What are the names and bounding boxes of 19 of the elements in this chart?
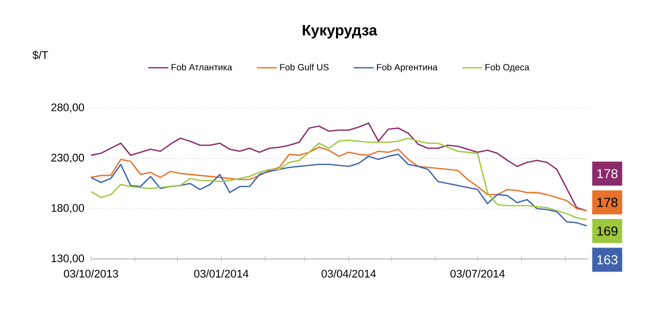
- data-label: 178: [597, 169, 618, 178]
- data-label: 163: [597, 255, 618, 264]
- x-tick-label: 03/10/2013: [64, 270, 118, 278]
- x-tick-label: 03/07/2014: [450, 270, 505, 278]
- legend-label: Fob Одеса: [486, 64, 530, 72]
- legend-label: Fob Аргентина: [377, 64, 438, 72]
- y-tick-label: 180,00: [52, 204, 84, 214]
- x-tick-label: 03/04/2014: [322, 270, 376, 278]
- legend-label: Fob Gulf US: [280, 64, 329, 70]
- y-tick-label: 230,00: [51, 154, 84, 163]
- y-tick-label: 280,00: [51, 103, 84, 113]
- line-series: [90, 154, 588, 226]
- data-label: 169: [597, 226, 618, 236]
- legend-label: Fob Атлантика: [172, 64, 232, 70]
- x-tick-label: 03/01/2014: [194, 270, 248, 278]
- y-axis-title: $/Т: [32, 50, 48, 60]
- y-tick-label: 130,00: [52, 254, 84, 264]
- data-label: 178: [597, 198, 618, 207]
- chart-title: Кукурудза: [302, 25, 378, 38]
